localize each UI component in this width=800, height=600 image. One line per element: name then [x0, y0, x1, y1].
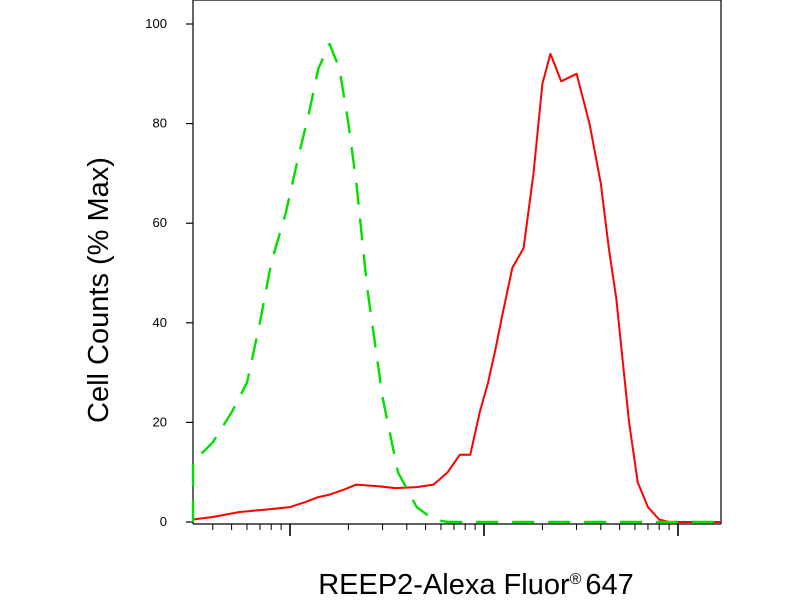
x-axis-title-suffix: 647	[585, 569, 633, 600]
y-tick-label: 20	[153, 414, 167, 429]
y-axis-title: Cell Counts (% Max)	[83, 157, 115, 423]
y-tick-label: 0	[160, 514, 167, 529]
axis-ticks: 0 20 40 60 80 100	[145, 16, 679, 536]
histogram-series	[191, 42, 721, 524]
y-tick-label: 100	[145, 16, 167, 31]
x-axis-title-registered-mark: ®	[570, 571, 582, 588]
sample-histogram-line	[192, 52, 721, 523]
x-axis-title: REEP2-Alexa Fluor® 647	[318, 569, 634, 600]
control-histogram-line	[191, 42, 721, 524]
plot-axes	[192, 0, 722, 525]
y-tick-label: 40	[153, 315, 167, 330]
x-axis-title-main: REEP2-Alexa Fluor	[318, 569, 570, 600]
y-tick-label: 80	[153, 116, 167, 131]
y-tick-label: 60	[153, 215, 167, 230]
